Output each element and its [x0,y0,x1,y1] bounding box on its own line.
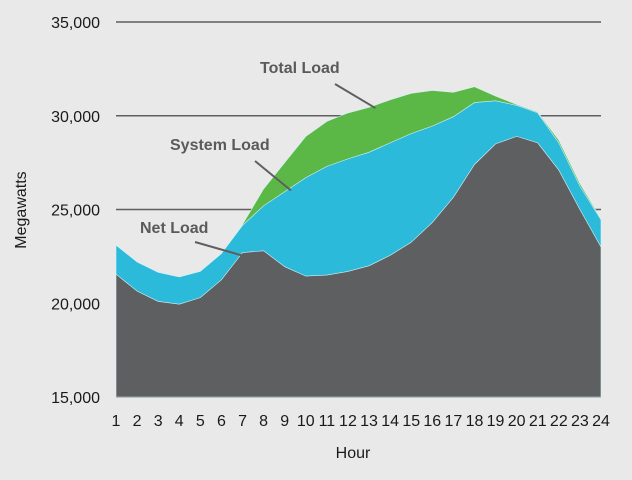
x-axis-title: Hour [336,445,371,462]
area-net-load [115,136,602,398]
x-tick-label: 4 [175,413,184,430]
annotation-system-load: System Load [170,137,270,154]
x-tick-label: 6 [217,413,226,430]
annotation-leader-net-load [194,241,243,257]
series-annotations: Total Load System Load Net Load [140,60,376,257]
x-tick-label: 20 [508,413,526,430]
x-tick-label: 5 [196,413,205,430]
x-axis-ticks: 1 2 3 4 5 6 7 8 9 10 11 12 13 14 15 16 17 18 19 20 21 22 23 24 [112,413,610,430]
x-tick-label: 10 [297,413,315,430]
y-tick-label: 35,000 [51,15,100,32]
x-tick-label: 19 [487,413,505,430]
area-series [115,86,602,398]
y-tick-label: 30,000 [51,109,100,126]
y-tick-label: 25,000 [51,203,100,220]
x-tick-label: 13 [360,413,378,430]
x-tick-label: 14 [381,413,399,430]
x-tick-label: 24 [592,413,610,430]
x-tick-label: 15 [402,413,420,430]
annotation-net-load: Net Load [140,220,208,237]
x-tick-label: 23 [571,413,589,430]
x-tick-label: 22 [550,413,568,430]
annotation-leader-total-load [334,83,376,109]
y-axis-title: Megawatts [13,171,30,248]
x-tick-label: 7 [238,413,247,430]
annotation-leader-system-load [254,160,292,192]
x-tick-label: 1 [112,413,121,430]
x-tick-label: 2 [133,413,142,430]
x-tick-label: 11 [319,413,336,430]
annotation-total-load: Total Load [260,60,340,77]
x-tick-label: 17 [444,413,462,430]
x-tick-label: 12 [339,413,357,430]
x-tick-label: 18 [466,413,484,430]
x-tick-label: 16 [423,413,441,430]
x-tick-label: 8 [259,413,268,430]
x-tick-label: 9 [280,413,289,430]
y-tick-label: 20,000 [51,296,100,313]
y-tick-label: 15,000 [51,390,100,407]
y-axis-ticks: 15,000 20,000 25,000 30,000 35,000 [51,15,100,407]
x-tick-label: 21 [529,413,547,430]
x-tick-label: 3 [154,413,163,430]
